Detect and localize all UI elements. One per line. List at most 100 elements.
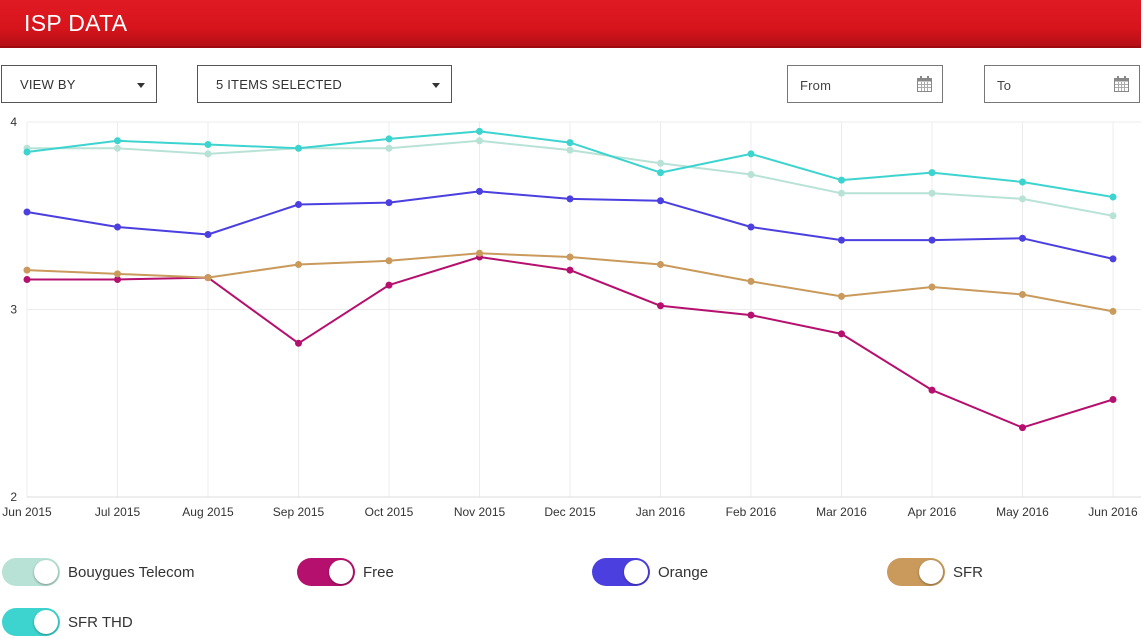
- to-date-input[interactable]: To: [984, 65, 1140, 103]
- data-point-sfr: [204, 274, 212, 282]
- data-point-sfr-thd: [476, 127, 483, 135]
- calendar-icon[interactable]: [917, 76, 932, 92]
- calendar-icon[interactable]: [1114, 76, 1129, 92]
- data-point-orange: [566, 195, 574, 203]
- y-tick-label: 3: [10, 303, 17, 317]
- data-point-sfr: [747, 277, 755, 285]
- toggle-knob: [34, 560, 58, 584]
- data-point-sfr-thd: [928, 169, 936, 177]
- data-point-sfr: [657, 261, 664, 268]
- data-point-sfr: [23, 266, 31, 274]
- data-point-free: [566, 266, 574, 274]
- x-tick-label: Aug 2015: [182, 505, 234, 519]
- legend-toggle-bouygues-telecom[interactable]: [2, 558, 60, 586]
- data-point-free: [657, 302, 664, 310]
- data-point-free: [1109, 396, 1117, 403]
- data-point-sfr-thd: [114, 137, 121, 145]
- view-by-dropdown[interactable]: VIEW BY: [1, 65, 157, 103]
- x-tick-label: Jan 2016: [636, 505, 686, 519]
- data-point-free: [1019, 424, 1026, 432]
- from-placeholder: From: [800, 78, 832, 93]
- items-selected-dropdown[interactable]: 5 ITEMS SELECTED: [197, 65, 452, 103]
- legend-label: Free: [363, 564, 394, 581]
- data-point-sfr-thd: [23, 148, 31, 156]
- data-point-sfr: [114, 270, 121, 278]
- toggle-knob: [624, 560, 648, 584]
- y-tick-label: 4: [10, 115, 17, 129]
- data-point-free: [385, 281, 393, 289]
- legend-toggle-free[interactable]: [297, 558, 355, 586]
- data-point-orange: [1019, 234, 1026, 242]
- data-point-sfr-thd: [204, 141, 212, 148]
- data-point-sfr-thd: [657, 169, 664, 177]
- data-point-bouygues-telecom: [566, 146, 574, 154]
- data-point-sfr-thd: [1019, 178, 1026, 186]
- data-point-free: [295, 339, 302, 347]
- items-selected-label: 5 ITEMS SELECTED: [216, 77, 343, 92]
- page-header: ISP DATA: [0, 0, 1141, 48]
- data-point-orange: [928, 236, 936, 244]
- data-point-bouygues-telecom: [747, 171, 755, 178]
- x-tick-label: Oct 2015: [365, 505, 414, 519]
- data-point-free: [928, 386, 936, 394]
- data-point-sfr-thd: [1109, 193, 1117, 201]
- data-point-sfr: [476, 249, 483, 257]
- page-title: ISP DATA: [24, 10, 128, 36]
- data-point-bouygues-telecom: [1109, 212, 1117, 220]
- x-tick-label: May 2016: [996, 505, 1049, 519]
- x-tick-label: Apr 2016: [908, 505, 957, 519]
- x-tick-label: Dec 2015: [544, 505, 596, 519]
- data-point-sfr: [566, 253, 574, 261]
- data-point-orange: [385, 199, 393, 207]
- data-point-sfr: [385, 257, 393, 265]
- x-tick-label: Jul 2015: [95, 505, 141, 519]
- x-tick-label: Feb 2016: [726, 505, 777, 519]
- data-point-sfr: [838, 292, 845, 300]
- legend-toggle-sfr[interactable]: [887, 558, 945, 586]
- data-point-sfr-thd: [566, 139, 574, 147]
- x-tick-label: Sep 2015: [273, 505, 325, 519]
- from-date-input[interactable]: From: [787, 65, 943, 103]
- data-point-orange: [204, 231, 212, 238]
- data-point-free: [838, 330, 845, 338]
- data-point-sfr: [928, 283, 936, 291]
- toggle-knob: [329, 560, 353, 584]
- y-tick-label: 2: [10, 490, 17, 504]
- data-point-free: [23, 276, 31, 283]
- data-point-orange: [114, 223, 121, 231]
- x-tick-label: Jun 2016: [1088, 505, 1138, 519]
- chevron-down-icon: [432, 83, 440, 88]
- to-placeholder: To: [997, 78, 1012, 93]
- data-point-bouygues-telecom: [1019, 195, 1026, 203]
- data-point-sfr-thd: [385, 135, 393, 143]
- toggle-knob: [34, 610, 58, 634]
- data-point-sfr: [295, 261, 302, 268]
- legend-toggle-sfr-thd[interactable]: [2, 608, 60, 636]
- data-point-orange: [295, 201, 302, 208]
- data-point-sfr-thd: [747, 150, 755, 158]
- legend-toggle-orange[interactable]: [592, 558, 650, 586]
- data-point-sfr: [1109, 307, 1117, 315]
- data-point-orange: [1109, 255, 1117, 263]
- view-by-label: VIEW BY: [20, 77, 76, 92]
- data-point-sfr-thd: [838, 176, 845, 184]
- data-point-orange: [838, 236, 845, 244]
- data-point-bouygues-telecom: [838, 189, 845, 197]
- data-point-bouygues-telecom: [204, 150, 212, 158]
- data-point-bouygues-telecom: [385, 144, 393, 152]
- x-tick-label: Mar 2016: [816, 505, 867, 519]
- toggle-knob: [919, 560, 943, 584]
- chevron-down-icon: [137, 83, 145, 88]
- data-point-free: [747, 311, 755, 319]
- data-point-bouygues-telecom: [928, 189, 936, 197]
- data-point-free: [114, 276, 121, 283]
- data-point-sfr-thd: [295, 144, 302, 152]
- data-point-bouygues-telecom: [114, 144, 121, 152]
- x-tick-label: Nov 2015: [454, 505, 506, 519]
- legend-label: SFR THD: [68, 614, 133, 631]
- data-point-orange: [657, 197, 664, 205]
- data-point-orange: [476, 187, 483, 195]
- data-point-bouygues-telecom: [657, 159, 664, 167]
- data-point-sfr: [1019, 291, 1026, 298]
